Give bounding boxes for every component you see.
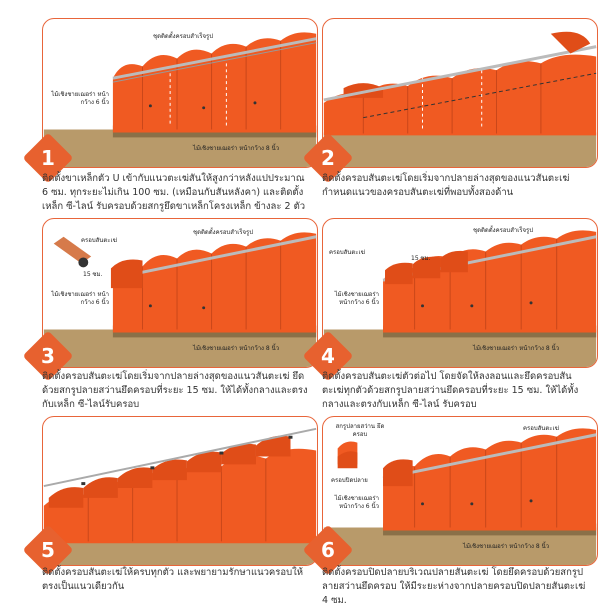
step-3-number: 3 (41, 344, 55, 368)
label-fascia-6-inch: ไม้เชิงชายเฌอร่า หน้ากว้าง 6 นิ้ว (51, 91, 109, 106)
label-fascia-6-inch: ไม้เชิงชายเฌอร่า หน้ากว้าง 6 นิ้ว (334, 291, 379, 306)
step-6-illustration: สกรูปลายสว่าน ยึดครอบ ครอบสันตะเฆ่ ครอบป… (322, 416, 598, 566)
roof-drawing (43, 32, 317, 167)
roof-drawing (323, 428, 597, 565)
roof-drawing (323, 31, 597, 167)
label-fascia-8-inch: ไม้เชิงชายเฌอร่า หน้ากว้าง 8 นิ้ว (193, 345, 280, 352)
roof-drawing (323, 230, 597, 367)
step-3-illustration: ครอบสันตะเฆ่ ชุดติดตั้งครอบสำเร็จรูป 15 … (42, 218, 318, 368)
label-fascia-8-inch: ไม้เชิงชายเฌอร่า หน้ากว้าง 8 นิ้ว (473, 345, 560, 352)
roof-drawing (43, 427, 317, 565)
roof-drawing (43, 232, 317, 367)
label-hip-cap: ครอบสันตะเฆ่ (81, 237, 118, 244)
step-1-illustration: ชุดติดตั้งครอบสำเร็จรูป ไม้เชิงชายเฌอร่า… (42, 18, 318, 168)
step-2-number: 2 (321, 146, 335, 170)
step-6-number: 6 (321, 538, 335, 562)
step-5-illustration (42, 416, 318, 566)
label-fascia-8-inch: ไม้เชิงชายเฌอร่า หน้ากว้าง 8 นิ้ว (463, 543, 550, 550)
label-hip-cap: ครอบสันตะเฆ่ (523, 425, 560, 432)
label-screw: สกรูปลายสว่าน ยึดครอบ (335, 423, 385, 438)
step-2-caption: ติดตั้งครอบสันตะเฆ่โดยเริ่มจากปลายล่างสุ… (322, 173, 570, 198)
label-hip-cap: ครอบสันตะเฆ่ (329, 249, 366, 256)
label-ridge-set: ชุดติดตั้งครอบสำเร็จรูป (473, 227, 534, 234)
label-end-cap: ครอบปิดปลาย (331, 477, 368, 484)
label-ridge-set: ชุดติดตั้งครอบสำเร็จรูป (193, 229, 254, 236)
label-fascia-8-inch: ไม้เชิงชายเฌอร่า หน้ากว้าง 8 นิ้ว (193, 145, 280, 152)
label-dimension: 15 ซม. (411, 255, 431, 262)
label-ridge-set: ชุดติดตั้งครอบสำเร็จรูป (153, 33, 214, 40)
step-2-illustration (322, 18, 598, 168)
label-fascia-6-inch: ไม้เชิงชายเฌอร่า หน้ากว้าง 6 นิ้ว (334, 495, 379, 510)
step-1-caption: ติดตั้งขาเหล็กตัว U เข้ากับแนวตะเฆ่สันให… (42, 173, 306, 212)
label-fascia-6-inch: ไม้เชิงชายเฌอร่า หน้ากว้าง 6 นิ้ว (51, 291, 109, 306)
step-5-caption: ติดตั้งครอบสันตะเฆ่ให้ครบทุกตัว และพยายา… (42, 567, 303, 592)
step-4-illustration: ครอบสันตะเฆ่ ชุดติดตั้งครอบสำเร็จรูป 15 … (322, 218, 598, 368)
label-dimension: 15 ซม. (83, 271, 103, 278)
step-5-number: 5 (41, 538, 55, 562)
step-1-number: 1 (41, 146, 55, 170)
step-6-caption: ติดตั้งครอบปิดปลายบริเวณปลายสันตะเฆ่ โดย… (322, 567, 586, 606)
step-4-caption: ติดตั้งครอบสันตะเฆ่ตัวต่อไป โดยจัดให้ลงล… (322, 371, 579, 410)
step-3-caption: ติดตั้งครอบสันตะเฆ่โดยเริ่มจากปลายล่างสุ… (42, 371, 308, 410)
step-4-number: 4 (321, 344, 335, 368)
